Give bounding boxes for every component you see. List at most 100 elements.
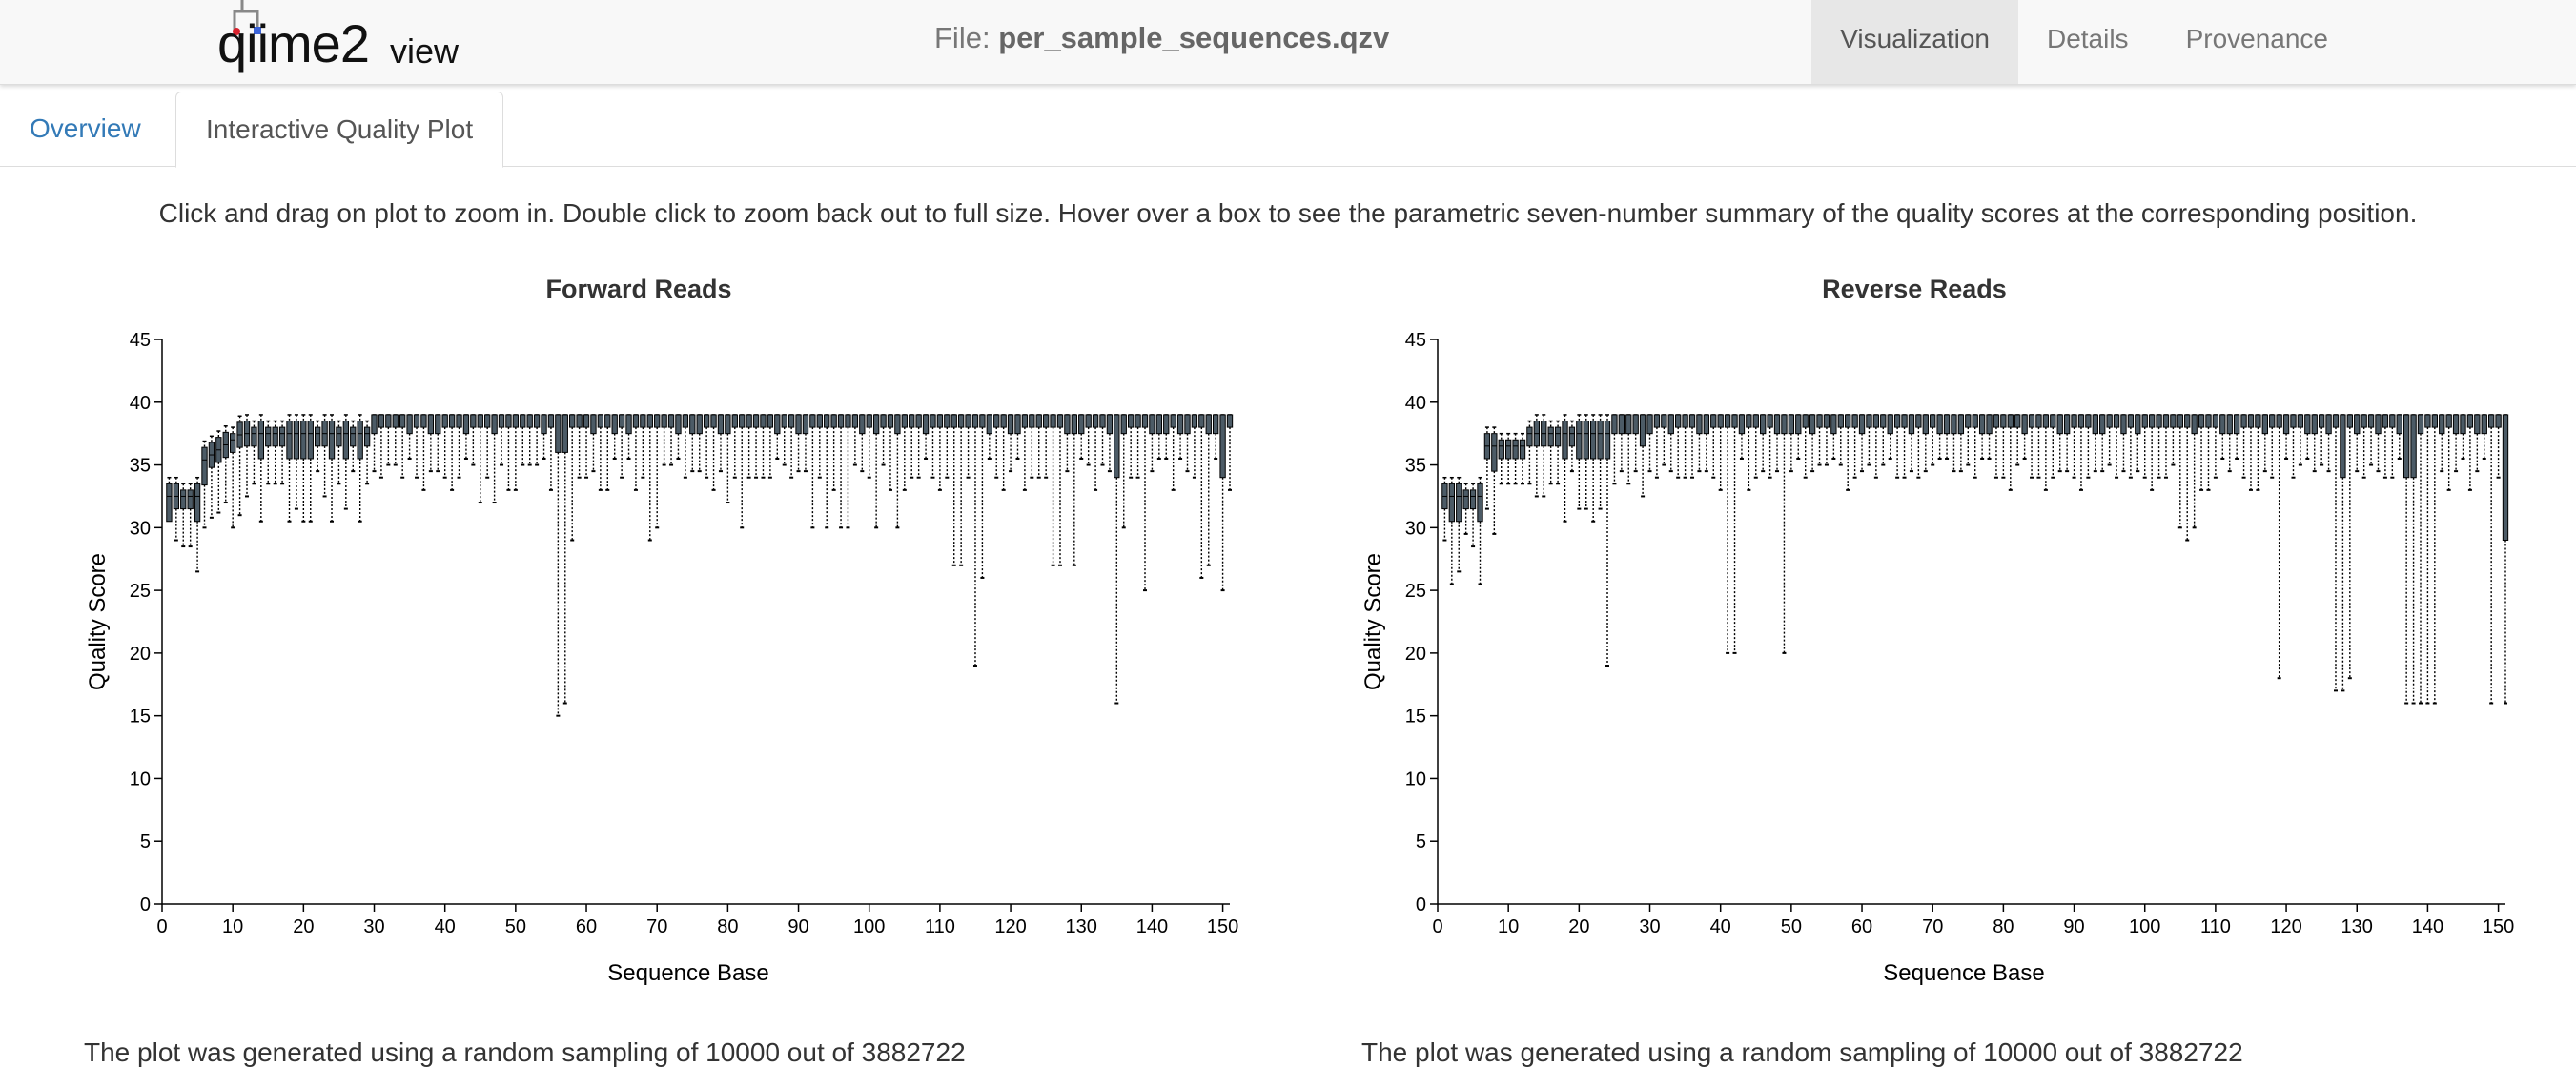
box-body (2282, 414, 2290, 435)
box-body (1957, 414, 1965, 435)
box-143 (1170, 414, 1176, 491)
qiime2-view-logo[interactable]: qiime2 view (217, 0, 460, 76)
box-body (1071, 414, 1077, 435)
box-121 (1014, 414, 1021, 460)
box-body (230, 433, 236, 453)
box-10 (230, 426, 236, 529)
box-12 (243, 414, 251, 498)
box-35 (406, 414, 413, 460)
box-9 (1498, 432, 1504, 485)
box-40 (1717, 414, 1724, 491)
x-tick-label-130: 130 (2341, 916, 2373, 937)
x-tick-label-150: 150 (1207, 916, 1238, 937)
box-91 (802, 414, 809, 473)
box-116 (979, 414, 986, 579)
x-tick-label-0: 0 (156, 916, 167, 937)
box-32 (385, 414, 392, 466)
box-87 (2050, 414, 2056, 479)
box-body (2233, 414, 2240, 435)
y-tick-label-45: 45 (130, 330, 151, 351)
box-body (1922, 414, 1929, 435)
box-38 (427, 414, 435, 473)
box-52 (1802, 414, 1809, 479)
logo-sub-text: view (390, 31, 460, 71)
box-39 (435, 414, 441, 473)
box-body (2417, 414, 2424, 435)
box-body (859, 414, 866, 435)
x-tick-label-40: 40 (435, 916, 456, 937)
box-93 (2092, 414, 2098, 473)
box-15 (1541, 414, 1547, 498)
box-144 (2452, 414, 2460, 473)
box-56 (555, 414, 562, 717)
box-78 (1986, 414, 1993, 460)
box-136 (2396, 414, 2402, 460)
box-3 (1456, 476, 1462, 573)
box-105 (901, 414, 908, 491)
box-134 (2382, 414, 2389, 479)
box-50 (1788, 414, 1795, 473)
box-body (1576, 421, 1583, 460)
nav-provenance[interactable]: Provenance (2185, 24, 2328, 53)
box-body (2402, 414, 2410, 479)
box-120 (2282, 414, 2290, 460)
box-81 (731, 414, 738, 479)
box-body (1781, 414, 1788, 435)
box-51 (1795, 414, 1802, 460)
box-body (1176, 414, 1184, 435)
box-body (717, 414, 725, 435)
y-tick-label-25: 25 (130, 581, 151, 602)
box-71 (1936, 414, 1943, 460)
box-8 (1491, 426, 1498, 535)
box-body (1908, 414, 1915, 435)
box-89 (2063, 414, 2071, 473)
box-body (2311, 414, 2318, 435)
box-body (201, 446, 208, 486)
box-78 (710, 414, 717, 491)
box-114 (2240, 414, 2247, 479)
box-54 (1816, 414, 1823, 466)
box-body (342, 421, 350, 460)
box-123 (1029, 414, 1035, 479)
box-body (2375, 414, 2382, 435)
box-51 (520, 414, 526, 466)
reverse-reads-plot[interactable]: Reverse Reads 0 5 10 15 20 25 30 35 40 45 0 10 20 30 40… (1342, 259, 2576, 1022)
box-63 (1880, 414, 1887, 466)
box-58 (569, 414, 576, 542)
logo-tree-icon (233, 0, 261, 35)
box-body (1625, 414, 1632, 435)
box-body (2481, 414, 2487, 435)
box-66 (1901, 414, 1908, 479)
box-body (2191, 414, 2198, 435)
tab-interactive-quality-plot[interactable]: Interactive Quality Plot (175, 92, 504, 168)
box-135 (1114, 414, 1120, 705)
forward-reads-plot[interactable]: Forward Reads 0 5 10 15 20 25 30 35 40 45 0 10 20 30 40… (67, 259, 1344, 1022)
tab-overview[interactable]: Overview (30, 113, 141, 143)
box-133 (1099, 414, 1106, 466)
nav-visualization[interactable]: Visualization (1811, 0, 2018, 84)
box-145 (2460, 414, 2466, 460)
box-body (2460, 414, 2466, 435)
box-body (1184, 414, 1191, 435)
box-146 (2466, 414, 2474, 491)
nav-details[interactable]: Details (2046, 24, 2129, 53)
box-65 (618, 414, 625, 479)
box-100 (866, 414, 872, 479)
box-25 (1611, 414, 1618, 485)
y-tick-label-30: 30 (130, 518, 151, 539)
box-16 (1547, 420, 1554, 485)
box-37 (420, 414, 427, 491)
box-128 (2340, 414, 2346, 692)
box-145 (1184, 414, 1191, 473)
box-body (1477, 483, 1483, 523)
x-tick-label-110: 110 (2200, 916, 2231, 937)
box-6 (1477, 476, 1483, 585)
box-body (590, 414, 597, 435)
x-tick-label-60: 60 (1851, 916, 1872, 937)
box-1 (1441, 476, 1448, 542)
y-tick-label-0: 0 (1416, 894, 1426, 915)
box-body (1632, 414, 1639, 435)
box-21 (1583, 414, 1589, 510)
box-26 (1618, 414, 1625, 473)
box-14 (257, 414, 265, 523)
